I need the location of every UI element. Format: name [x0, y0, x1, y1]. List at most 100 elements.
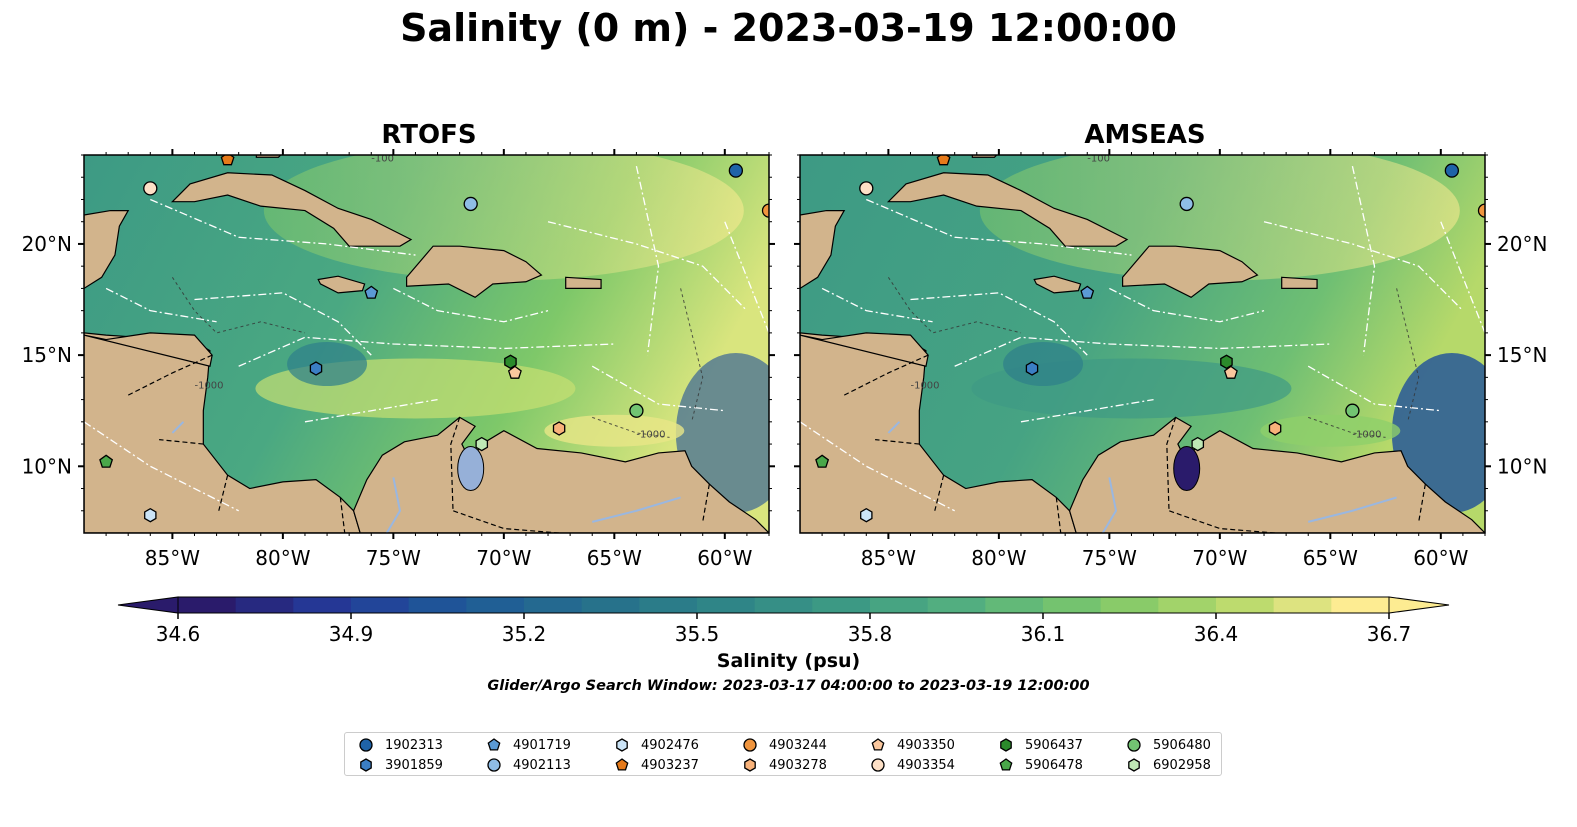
circle-marker-icon [359, 738, 373, 752]
legend-marker [360, 758, 372, 772]
country-border [702, 483, 710, 522]
legend-label: 5906480 [1153, 737, 1211, 753]
land-hispaniola [406, 245, 543, 299]
y-tick-label: 20°N [1497, 232, 1547, 256]
float-marker-4903354 [859, 181, 874, 196]
pentagon-marker-icon [999, 758, 1013, 771]
eez-boundary [84, 421, 239, 512]
legend-item-3901859: 3901859 [357, 755, 443, 775]
float-marker-4903244 [1477, 203, 1485, 218]
panel-title-amseas: AMSEAS [1084, 120, 1206, 150]
float-marker-6902958 [1191, 436, 1205, 452]
eez-boundary [821, 287, 933, 323]
colorbar-segment [985, 597, 1044, 613]
float-marker-5906480 [1345, 403, 1360, 418]
legend-item-5906437: 5906437 [997, 735, 1083, 755]
orinoco-outflow [1391, 352, 1485, 513]
country-border [127, 354, 213, 396]
x-tick-label: 65°W [587, 546, 642, 570]
legend-item-5906478: 5906478 [997, 755, 1083, 775]
float-marker-6902958 [475, 436, 489, 452]
contour-label: -1000 [636, 429, 665, 440]
country-border [934, 475, 945, 511]
y-tick-label: 15°N [22, 343, 72, 367]
float-marker-3901859 [309, 361, 323, 376]
legend-item-4902113: 4902113 [485, 755, 571, 775]
float-marker-5906478 [99, 454, 114, 468]
colorbar: 34.6 34.9 35.2 35.5 35.8 36.1 36.4 36.7 [117, 596, 1450, 646]
bathymetry-contour [887, 277, 1022, 334]
legend-item-6902958: 6902958 [1125, 755, 1211, 775]
float-marker-1902313 [728, 163, 744, 178]
legend-marker [744, 758, 756, 772]
land-southAmerica [352, 416, 769, 533]
country-border [1055, 497, 1062, 533]
river [1307, 496, 1397, 523]
float-marker-3901859 [1025, 361, 1039, 376]
land-cuba [886, 172, 1129, 247]
eez-boundary [635, 165, 660, 356]
eez-boundary [724, 221, 769, 334]
pentagon-marker-icon [871, 738, 885, 751]
float-legend: 1902313 3901859 4901719 4902113 4902476 49032… [344, 732, 1222, 776]
legend-item-4903350: 4903350 [869, 735, 955, 755]
x-tick-label: 80°W [255, 546, 310, 570]
country-border [1166, 417, 1177, 511]
colorbar-segment [697, 597, 756, 613]
y-tick-label: 10°N [1497, 454, 1547, 478]
float-marker-4902113 [463, 196, 478, 212]
bathymetry-contour [171, 277, 306, 334]
hexagon-marker-icon [1128, 758, 1140, 772]
lake-maracaibo [457, 446, 485, 492]
legend-label: 4903350 [897, 737, 955, 753]
land-yucatan [84, 209, 130, 290]
float-marker-4903278 [1268, 421, 1282, 436]
legend-item-4903244: 4903244 [741, 735, 827, 755]
land-yucatan [800, 209, 846, 290]
colorbar-segment [812, 597, 871, 613]
eez-boundary [1307, 365, 1441, 412]
legend-label: 4902476 [641, 737, 699, 753]
legend-marker [1128, 758, 1140, 772]
country-border [1168, 510, 1276, 533]
colorbar-tick-label: 36.1 [1021, 622, 1066, 646]
legend-item-4901719: 4901719 [485, 735, 571, 755]
legend-item-5906480: 5906480 [1125, 735, 1211, 755]
legend-label: 3901859 [385, 757, 443, 773]
bathymetry-contour [680, 288, 704, 422]
eez-boundary [1263, 221, 1464, 312]
colorbar-tick-label: 36.4 [1194, 622, 1239, 646]
x-tick-label: 60°W [1413, 546, 1468, 570]
eez-boundary [150, 198, 416, 256]
float-marker-4903278 [552, 421, 566, 436]
colorbar-segment [1273, 597, 1332, 613]
legend-marker [999, 758, 1013, 771]
colorbar-tick-label: 34.6 [156, 622, 201, 646]
legend-label: 5906478 [1025, 757, 1083, 773]
land-southAmerica [1068, 416, 1485, 533]
eez-boundary [954, 336, 1331, 367]
x-tick-label: 70°W [1192, 546, 1247, 570]
legend-item-4903237: 4903237 [613, 755, 699, 775]
country-border [450, 417, 461, 511]
float-marker-4903237 [220, 155, 235, 166]
colorbar-segment [351, 597, 410, 613]
colorbar-segment [408, 597, 467, 613]
eez-boundary [1351, 165, 1376, 356]
land-honduras [800, 332, 929, 367]
legend-label: 4903244 [769, 737, 827, 753]
x-tick-label: 85°W [861, 546, 916, 570]
land-puertoRico [1281, 276, 1318, 290]
legend-marker [871, 758, 885, 772]
low-salinity-eddy [1003, 342, 1084, 387]
country-border [218, 475, 229, 511]
float-marker-4902113 [1179, 196, 1194, 212]
contour-label: -100 [1087, 154, 1110, 165]
hexagon-marker-icon [360, 758, 372, 772]
colorbar-segment [1216, 597, 1275, 613]
legend-marker [616, 738, 628, 752]
eez-boundary [547, 221, 748, 312]
legend-marker [1127, 738, 1141, 752]
contour-label: -1000 [910, 380, 939, 391]
colorbar-segment [581, 597, 640, 613]
